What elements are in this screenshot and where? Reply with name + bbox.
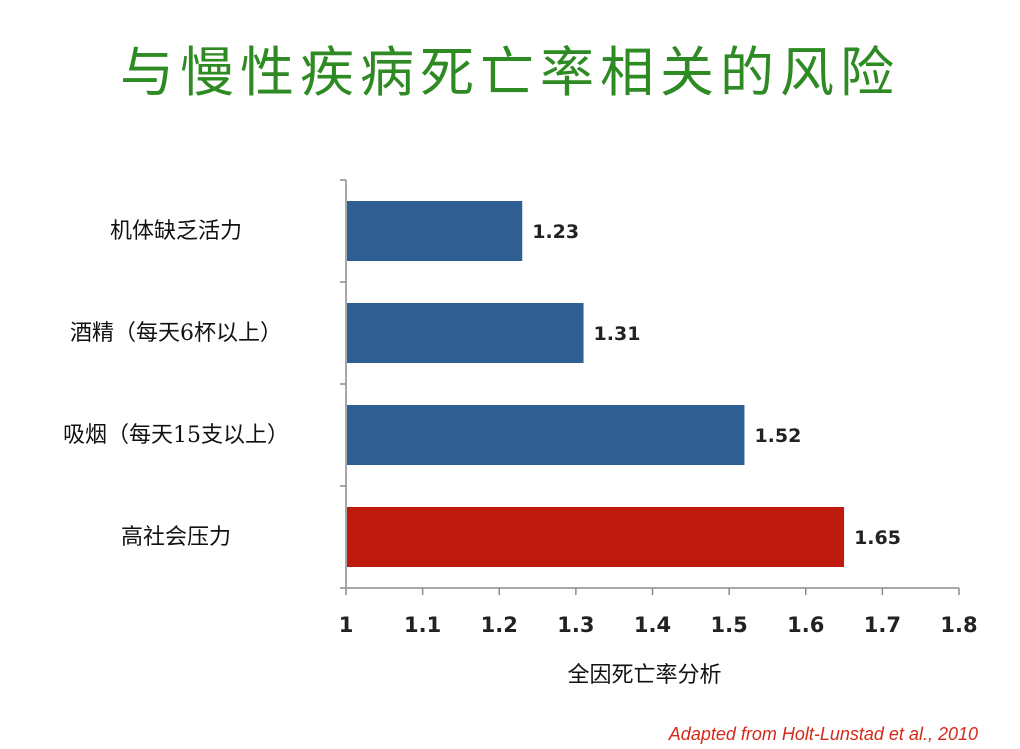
x-tick-label: 1.8 bbox=[940, 613, 977, 637]
page-title: 与慢性疾病死亡率相关的风险 bbox=[120, 41, 900, 104]
bar-1 bbox=[347, 201, 523, 261]
x-tick-label: 1 bbox=[339, 613, 354, 637]
category-label: 机体缺乏活力 bbox=[110, 219, 242, 244]
x-tick-label: 1.4 bbox=[634, 613, 671, 637]
value-label: 1.52 bbox=[754, 425, 801, 447]
x-tick-label: 1.1 bbox=[404, 613, 441, 637]
category-label: 高社会压力 bbox=[121, 525, 231, 550]
category-label: 吸烟（每天15支以上） bbox=[63, 423, 289, 448]
x-tick-label: 1.3 bbox=[557, 613, 594, 637]
bar-2 bbox=[347, 303, 584, 363]
y-axis-ticks bbox=[340, 179, 346, 589]
x-axis-title: 全因死亡率分析 bbox=[567, 663, 721, 688]
x-tick-label: 1.2 bbox=[481, 613, 518, 637]
x-tick-label: 1.7 bbox=[864, 613, 901, 637]
source-citation: Adapted from Holt-Lunstad et al., 2010 bbox=[668, 724, 978, 744]
value-label: 1.31 bbox=[594, 323, 641, 345]
x-tick-label: 1.6 bbox=[787, 613, 824, 637]
value-labels: 1.23 1.31 1.52 1.65 bbox=[532, 221, 901, 549]
value-label: 1.23 bbox=[532, 221, 579, 243]
x-axis-ticks: 1 1.1 1.2 1.3 1.4 1.5 1.6 1.7 1.8 bbox=[339, 588, 978, 637]
x-tick-label: 1.5 bbox=[711, 613, 748, 637]
bars-group bbox=[347, 201, 845, 567]
bar-4 bbox=[347, 507, 845, 567]
bar-3 bbox=[347, 405, 745, 465]
value-label: 1.65 bbox=[854, 527, 901, 549]
category-label: 酒精（每天6杯以上） bbox=[70, 321, 282, 346]
